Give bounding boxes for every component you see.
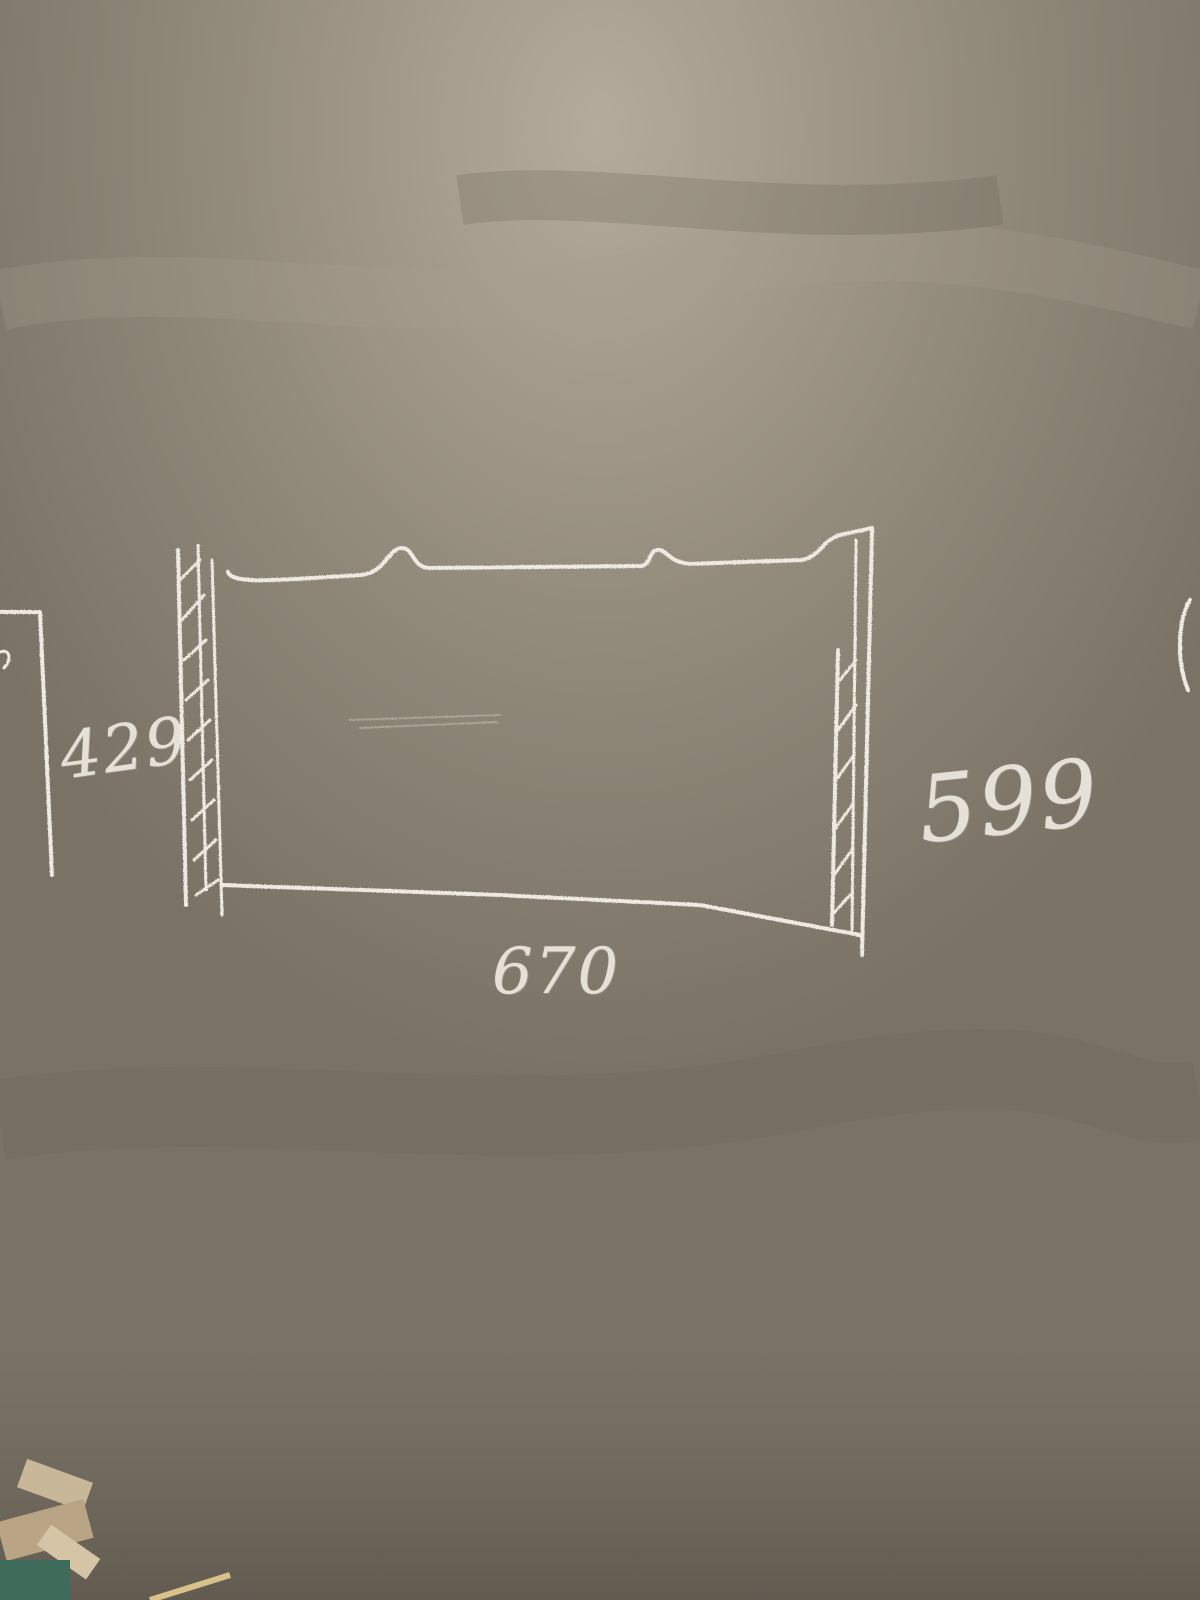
chalk-window-sketch <box>0 526 1192 957</box>
trowel-marks <box>0 170 1200 1160</box>
wood-scraps <box>0 1458 231 1600</box>
floor-shadow <box>0 1340 1200 1600</box>
